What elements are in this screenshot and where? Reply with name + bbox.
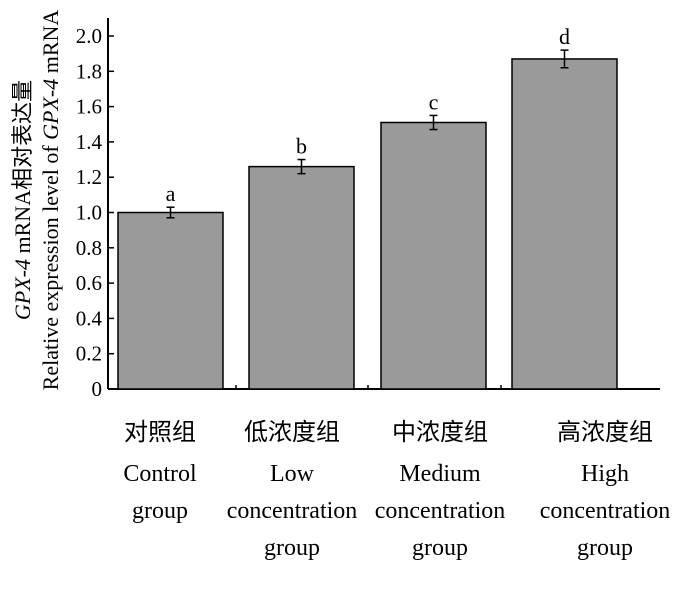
bar xyxy=(248,165,355,390)
category-label-cn: 中浓度组 xyxy=(392,419,488,446)
category-label-en: concentration xyxy=(227,498,358,524)
y-tick-label: 0.6 xyxy=(76,271,102,295)
y-axis: 0 0.2 0.4 0.6 0.8 1.0 1.2 1.4 1.6 1.8 2.0 xyxy=(76,18,114,401)
bar xyxy=(511,58,618,390)
y-axis-label-unit: mRNA xyxy=(38,10,63,79)
y-tick-label: 0.2 xyxy=(76,342,102,366)
category-label-cn: 高浓度组 xyxy=(557,419,653,446)
y-axis-gene-name: GPX-4 xyxy=(38,79,63,140)
bar xyxy=(117,211,224,390)
y-tick-label: 1.8 xyxy=(76,59,102,83)
bars: a b c d xyxy=(117,24,618,390)
y-axis-label-cn: mRNA相对表达量 xyxy=(10,80,35,259)
category-label-en: concentration xyxy=(540,498,671,524)
significance-label: b xyxy=(296,134,307,159)
y-tick-label: 1.0 xyxy=(76,201,102,225)
category-label-en: group xyxy=(132,498,188,524)
category-label-en: group xyxy=(264,535,320,561)
category-label-en: High xyxy=(581,461,629,487)
category-label-en: group xyxy=(577,535,633,561)
y-tick-label: 2.0 xyxy=(76,24,102,48)
y-axis-label-line2: Relative expression level of GPX-4 mRNA xyxy=(38,10,63,391)
y-axis-label: GPX-4 mRNA相对表达量 Relative expression level… xyxy=(10,10,63,391)
bar xyxy=(380,121,487,390)
category-label-cn: 对照组 xyxy=(124,419,196,446)
category-label-cn: 低浓度组 xyxy=(244,419,340,446)
y-tick-label: 0.8 xyxy=(76,236,102,260)
y-tick-label: 1.2 xyxy=(76,165,102,189)
category-label-en: Low xyxy=(270,461,315,487)
y-axis-label-en: Relative expression level of xyxy=(38,140,63,390)
category-label-en: Control xyxy=(123,461,197,487)
y-tick-label: 1.6 xyxy=(76,95,102,119)
significance-label: a xyxy=(166,181,176,206)
category-label-en: group xyxy=(412,535,468,561)
category-label-en: Medium xyxy=(399,461,481,487)
significance-label: d xyxy=(559,24,570,49)
y-tick-label: 1.4 xyxy=(76,130,103,154)
category-labels: 对照组 Control group 低浓度组 Low concentration group… xyxy=(123,419,670,561)
significance-label: c xyxy=(429,89,439,114)
y-axis-label-line1: GPX-4 mRNA相对表达量 xyxy=(10,80,35,320)
y-tick-label: 0.4 xyxy=(76,306,103,330)
category-label-en: concentration xyxy=(375,498,506,524)
y-axis-gene-name: GPX-4 xyxy=(10,259,35,320)
y-tick-label: 0 xyxy=(92,377,103,401)
